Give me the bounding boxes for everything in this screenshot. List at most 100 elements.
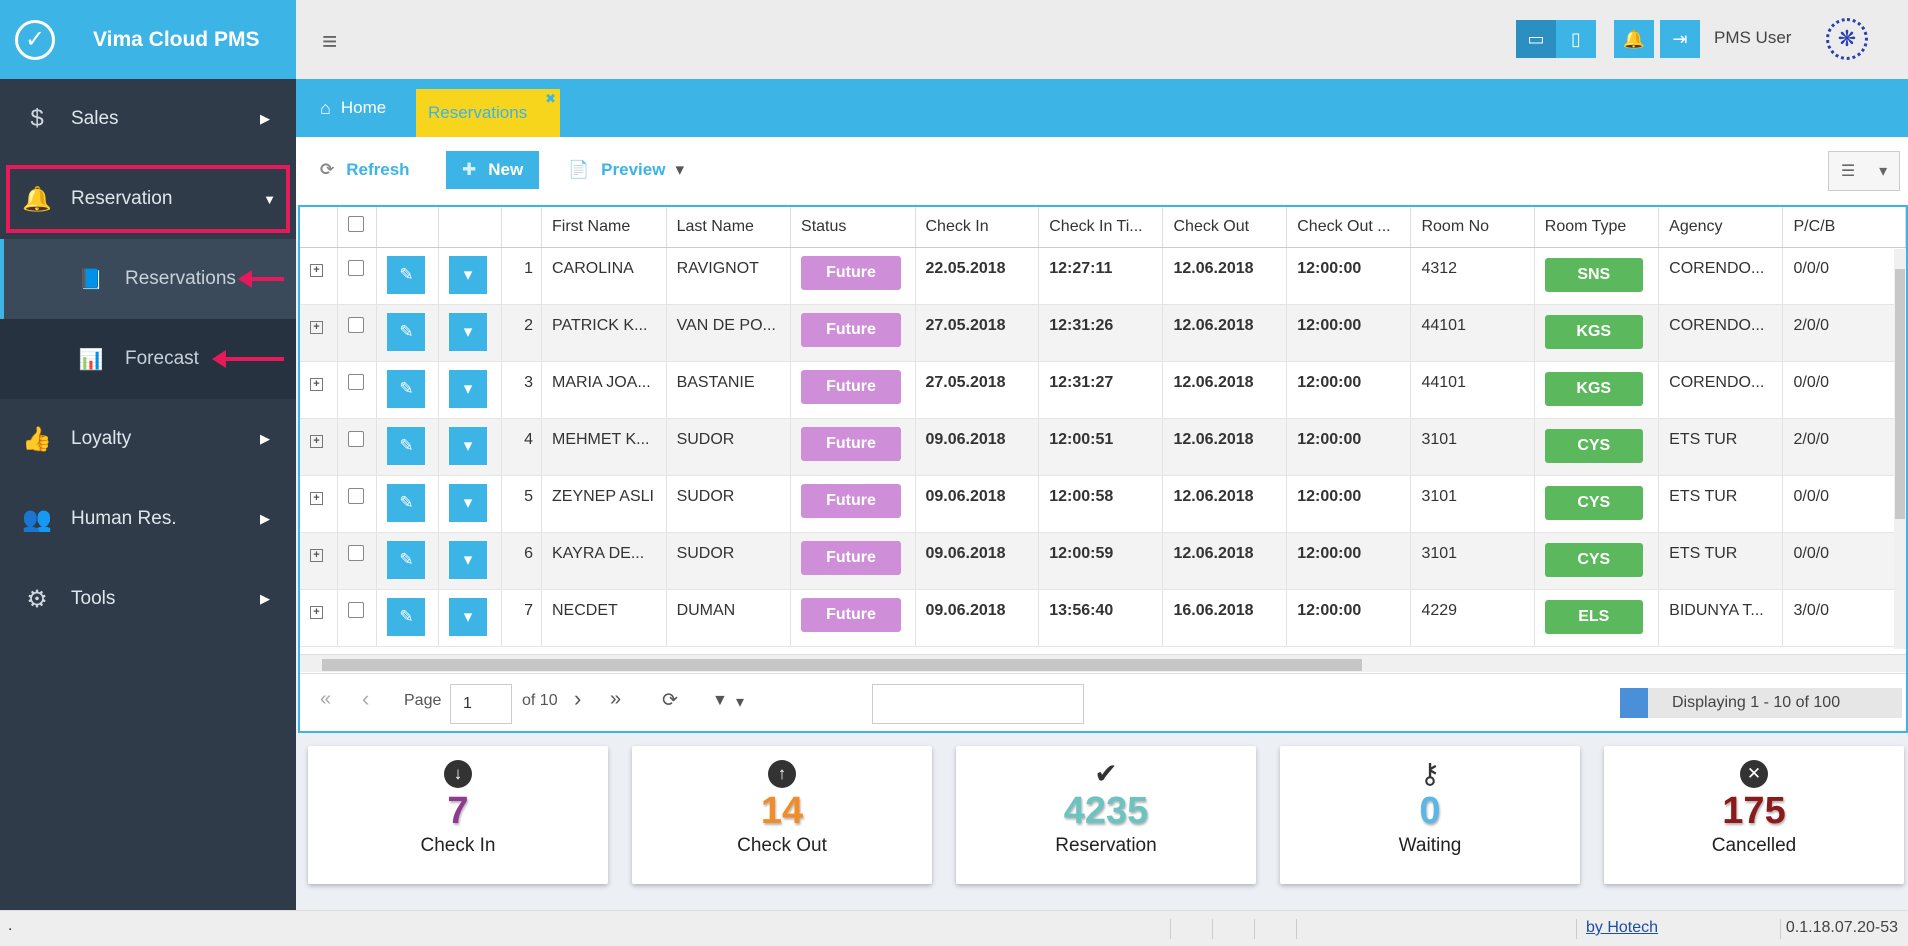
column-header[interactable]: Agency [1658, 207, 1784, 248]
sidebar-subitem-reservations[interactable]: 📘 Reservations [0, 239, 296, 319]
edit-button[interactable]: ✎ [387, 540, 426, 579]
row-checkbox[interactable] [347, 601, 364, 618]
tab-home[interactable]: ⌂ Home [320, 79, 386, 137]
row-actions-dropdown[interactable]: ▾ [449, 483, 487, 522]
pcb-cell: 2/0/0 [1782, 418, 1906, 476]
horizontal-scroll-thumb[interactable] [322, 659, 1362, 671]
column-header[interactable]: Room No [1410, 207, 1535, 248]
user-name[interactable]: PMS User [1714, 28, 1792, 47]
column-header[interactable]: Status [790, 207, 916, 248]
expand-row-icon[interactable]: + [310, 605, 323, 619]
notifications-button[interactable]: 🔔 [1614, 20, 1654, 58]
row-actions-dropdown[interactable]: ▾ [449, 426, 487, 465]
sidebar-item-tools[interactable]: ⚙ Tools ▶ [0, 559, 296, 639]
table-row[interactable]: + ✎ ▾ 2 PATRICK K... VAN DE PO... Future 27.05.… [300, 304, 1906, 362]
refresh-icon: ⟳ [320, 160, 335, 179]
edit-button[interactable]: ✎ [387, 369, 426, 408]
expand-row-icon[interactable]: + [310, 491, 323, 505]
caret-down-icon[interactable]: ▾ [736, 694, 745, 711]
stat-card-reservation[interactable]: ✔ 4235 Reservation [956, 746, 1256, 884]
check-out-time-cell: 12:00:00 [1286, 532, 1412, 590]
select-all-checkbox[interactable] [347, 216, 364, 233]
table-row[interactable]: + ✎ ▾ 4 MEHMET K... SUDOR Future 09.06.2018 12:0… [300, 418, 1906, 476]
expand-row-icon[interactable]: + [310, 548, 323, 562]
next-page-button[interactable]: › [574, 686, 582, 711]
stat-value: 4235 [1063, 790, 1149, 832]
select-cell [337, 589, 378, 647]
column-settings-button[interactable]: ☰ ▾ [1828, 151, 1900, 191]
table-row[interactable]: + ✎ ▾ 1 CAROLINA RAVIGNOT Future 22.05.2018 12:2… [300, 247, 1906, 305]
row-checkbox[interactable] [347, 487, 364, 504]
edit-column-header [376, 207, 439, 248]
room-type-cell: KGS [1534, 361, 1660, 419]
filter-icon[interactable]: ▼ [712, 692, 728, 709]
close-tab-icon[interactable]: ✖ [545, 91, 556, 106]
edit-button[interactable]: ✎ [387, 255, 426, 294]
column-header[interactable]: First Name [541, 207, 667, 248]
column-header[interactable]: Check In [915, 207, 1040, 248]
row-checkbox[interactable] [347, 373, 364, 390]
logout-button[interactable]: ⇥ [1660, 20, 1700, 58]
expand-row-icon[interactable]: + [310, 434, 323, 448]
refresh-button[interactable]: ⟳ Refresh [320, 151, 410, 189]
sidebar-subitem-forecast[interactable]: 📊 Forecast [0, 319, 296, 399]
column-header[interactable]: Check Out ... [1286, 207, 1412, 248]
column-header[interactable]: Room Type [1534, 207, 1660, 248]
stat-card-check-in[interactable]: ↓ 7 Check In [308, 746, 608, 884]
sidebar-item-human-res[interactable]: 👥 Human Res. ▶ [0, 479, 296, 559]
edit-button[interactable]: ✎ [387, 426, 426, 465]
edit-button[interactable]: ✎ [387, 483, 426, 522]
edit-button[interactable]: ✎ [387, 312, 426, 351]
row-checkbox[interactable] [347, 430, 364, 447]
horizontal-scrollbar[interactable] [300, 654, 1906, 672]
reload-icon[interactable]: ⟳ [662, 690, 678, 711]
hamburger-menu-icon[interactable]: ≡ [322, 26, 338, 56]
sidebar-item-sales[interactable]: $ Sales ▶ [0, 79, 296, 159]
sidebar-item-reservation[interactable]: 🔔 Reservation ▼ [6, 165, 290, 233]
column-header[interactable]: P/C/B [1782, 207, 1906, 248]
first-name-cell: ZEYNEP ASLI [541, 475, 667, 533]
row-actions-dropdown[interactable]: ▾ [449, 597, 487, 636]
tab-reservations[interactable]: Reservations ✖ [416, 89, 560, 137]
preview-button[interactable]: 📄 Preview ▾ [568, 151, 684, 189]
edit-button[interactable]: ✎ [387, 597, 426, 636]
expand-row-icon[interactable]: + [310, 263, 323, 277]
expand-row-icon[interactable]: + [310, 320, 323, 334]
check-out-time-cell: 12:00:00 [1286, 475, 1412, 533]
table-row[interactable]: + ✎ ▾ 7 NECDET DUMAN Future 09.06.2018 13:56:40 1… [300, 589, 1906, 647]
row-actions-dropdown[interactable]: ▾ [449, 369, 487, 408]
stat-card-waiting[interactable]: ⚷ 0 Waiting [1280, 746, 1580, 884]
row-actions-dropdown[interactable]: ▾ [449, 255, 487, 294]
actions-column-header [438, 207, 503, 248]
row-checkbox[interactable] [347, 259, 364, 276]
first-page-button[interactable]: « [320, 688, 332, 710]
status-cell: Future [790, 589, 916, 647]
stat-card-check-out[interactable]: ↑ 14 Check Out [632, 746, 932, 884]
table-row[interactable]: + ✎ ▾ 5 ZEYNEP ASLI SUDOR Future 09.06.2018 12:0… [300, 475, 1906, 533]
mobile-view-button[interactable]: ▯ [1556, 20, 1596, 58]
stat-card-cancelled[interactable]: ✕ 175 Cancelled [1604, 746, 1904, 884]
vertical-scrollbar[interactable] [1894, 249, 1906, 649]
row-actions-dropdown[interactable]: ▾ [449, 540, 487, 579]
page-number-input[interactable]: 1 [450, 684, 512, 724]
table-row[interactable]: + ✎ ▾ 3 MARIA JOA... BASTANIE Future 27.05.2018… [300, 361, 1906, 419]
column-header[interactable]: Last Name [666, 207, 792, 248]
desktop-view-button[interactable]: ▭ [1516, 20, 1556, 58]
grid-search-input[interactable] [872, 684, 1084, 724]
prev-page-button[interactable]: ‹ [362, 686, 370, 711]
new-button[interactable]: ✚ New [446, 151, 540, 189]
check-in-time-cell: 12:27:11 [1038, 247, 1164, 305]
sidebar-item-loyalty[interactable]: 👍 Loyalty ▶ [0, 399, 296, 479]
row-checkbox[interactable] [347, 316, 364, 333]
table-row[interactable]: + ✎ ▾ 6 KAYRA DE... SUDOR Future 09.06.2018 12:0… [300, 532, 1906, 590]
row-actions-dropdown[interactable]: ▾ [449, 312, 487, 351]
vertical-scroll-thumb[interactable] [1895, 269, 1905, 519]
expand-row-icon[interactable]: + [310, 377, 323, 391]
hotech-link[interactable]: by Hotech [1586, 919, 1659, 936]
column-header[interactable]: Check Out [1162, 207, 1288, 248]
last-page-button[interactable]: » [610, 688, 622, 710]
first-name-cell: MEHMET K... [541, 418, 667, 476]
column-header[interactable]: Check In Ti... [1038, 207, 1164, 248]
arrow-circle-up-icon: ↑ [768, 760, 796, 788]
row-checkbox[interactable] [347, 544, 364, 561]
